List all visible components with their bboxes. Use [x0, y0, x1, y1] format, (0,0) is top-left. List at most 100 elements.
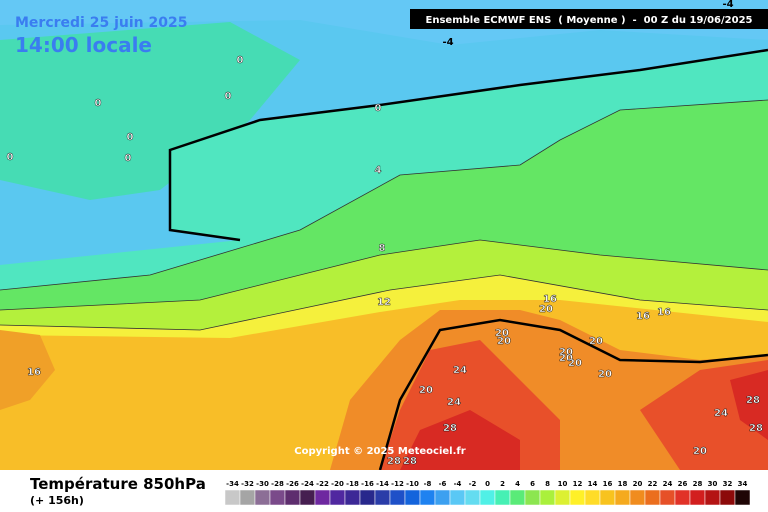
legend-label: 28: [693, 480, 703, 488]
legend-swatch: [389, 489, 406, 506]
legend-label: 4: [515, 480, 520, 488]
legend-swatch: [719, 489, 736, 506]
legend-swatch: [224, 489, 241, 506]
legend-label: -32: [241, 480, 254, 488]
footer-lead: (+ 156h): [30, 494, 84, 507]
contour-label: 4: [375, 165, 382, 176]
legend-label: 16: [603, 480, 613, 488]
legend-label: -30: [256, 480, 269, 488]
legend-label: 2: [500, 480, 505, 488]
legend-label: -10: [406, 480, 419, 488]
contour-label: 0: [237, 55, 244, 66]
legend-swatch: [329, 489, 346, 506]
legend-swatch: [584, 489, 601, 506]
contour-lines: [168, 48, 768, 471]
contour-label: 20: [419, 385, 433, 396]
legend-swatch: [599, 489, 616, 506]
legend-swatch: [359, 489, 376, 506]
legend-label: 10: [558, 480, 568, 488]
legend-label: 18: [618, 480, 628, 488]
legend-label: -34: [226, 480, 239, 488]
legend-label: -26: [286, 480, 299, 488]
contour-label: 28: [443, 423, 457, 434]
legend-label: -12: [391, 480, 404, 488]
contour-thin: [0, 99, 768, 331]
contour-label: 20: [495, 328, 509, 339]
legend-swatch: [659, 489, 676, 506]
contour-label: 28: [749, 423, 763, 434]
legend-swatch: [509, 489, 526, 506]
legend-label: -28: [271, 480, 284, 488]
legend-swatch: [404, 489, 421, 506]
legend-swatch: [524, 489, 541, 506]
contour-label: 28: [403, 456, 417, 467]
legend-label: 24: [663, 480, 673, 488]
legend-swatch: [674, 489, 691, 506]
contour-0: [168, 48, 768, 242]
legend-swatch: [299, 489, 316, 506]
greenland-zone: [0, 22, 300, 200]
legend-swatch: [284, 489, 301, 506]
legend-label: -8: [424, 480, 432, 488]
footer-title: Température 850hPa: [30, 475, 206, 493]
contour-label: 24: [453, 365, 467, 376]
contour-label: 0: [125, 153, 132, 164]
legend-swatch: [629, 489, 646, 506]
contour-label: 0: [95, 98, 102, 109]
contour-label: 20: [559, 353, 573, 364]
legend-label: 8: [545, 480, 550, 488]
contour-label: 28: [387, 456, 401, 467]
time-label: 14:00 locale: [15, 33, 152, 57]
legend-label: -20: [331, 480, 344, 488]
legend-swatch: [704, 489, 721, 506]
legend-label: -22: [316, 480, 329, 488]
legend-label: -16: [361, 480, 374, 488]
contour-label: 20: [539, 304, 553, 315]
legend-label: 14: [588, 480, 598, 488]
model-box: [410, 9, 768, 29]
contour-label: 12: [377, 297, 391, 308]
contour-label: 0: [225, 91, 232, 102]
contour-label: 20: [497, 336, 511, 347]
legend-label: -2: [469, 480, 477, 488]
legend-swatch: [374, 489, 391, 506]
legend-label: 26: [678, 480, 688, 488]
contour-label: 24: [714, 408, 728, 419]
legend-swatch: [614, 489, 631, 506]
contour-label: -4: [442, 37, 453, 48]
legend-label: -14: [376, 480, 389, 488]
legend-label: 20: [633, 480, 643, 488]
contour-label: 16: [657, 307, 671, 318]
legend-label: 34: [738, 480, 748, 488]
legend-swatch: [689, 489, 706, 506]
contour-label: 24: [447, 397, 461, 408]
contour-label: 28: [746, 395, 760, 406]
legend-label: 12: [573, 480, 583, 488]
contour-label: -4: [722, 0, 733, 10]
legend-label: 0: [485, 480, 490, 488]
legend-label: 22: [648, 480, 658, 488]
model-label: Ensemble ECMWF ENS ( Moyenne ) - 00 Z du…: [426, 15, 753, 26]
contour-label: 20: [559, 347, 573, 358]
legend-label: -18: [346, 480, 359, 488]
legend-label: -6: [439, 480, 447, 488]
legend-swatch: [239, 489, 256, 506]
contour-label: 16: [27, 367, 41, 378]
legend-swatch: [644, 489, 661, 506]
legend-swatch: [314, 489, 331, 506]
legend-swatch: [449, 489, 466, 506]
contour-label: 20: [589, 336, 603, 347]
legend-label: 30: [708, 480, 718, 488]
contour-label: 16: [636, 311, 650, 322]
legend-swatch: [344, 489, 361, 506]
contour-label: 8: [379, 243, 386, 254]
legend-swatch: [494, 489, 511, 506]
zone-18: [0, 330, 55, 410]
legend-swatch: [434, 489, 451, 506]
contour-label: 20: [598, 369, 612, 380]
contour-label: 20: [693, 446, 707, 457]
legend-swatch: [479, 489, 496, 506]
legend-swatch: [734, 489, 751, 506]
legend-swatch: [554, 489, 571, 506]
